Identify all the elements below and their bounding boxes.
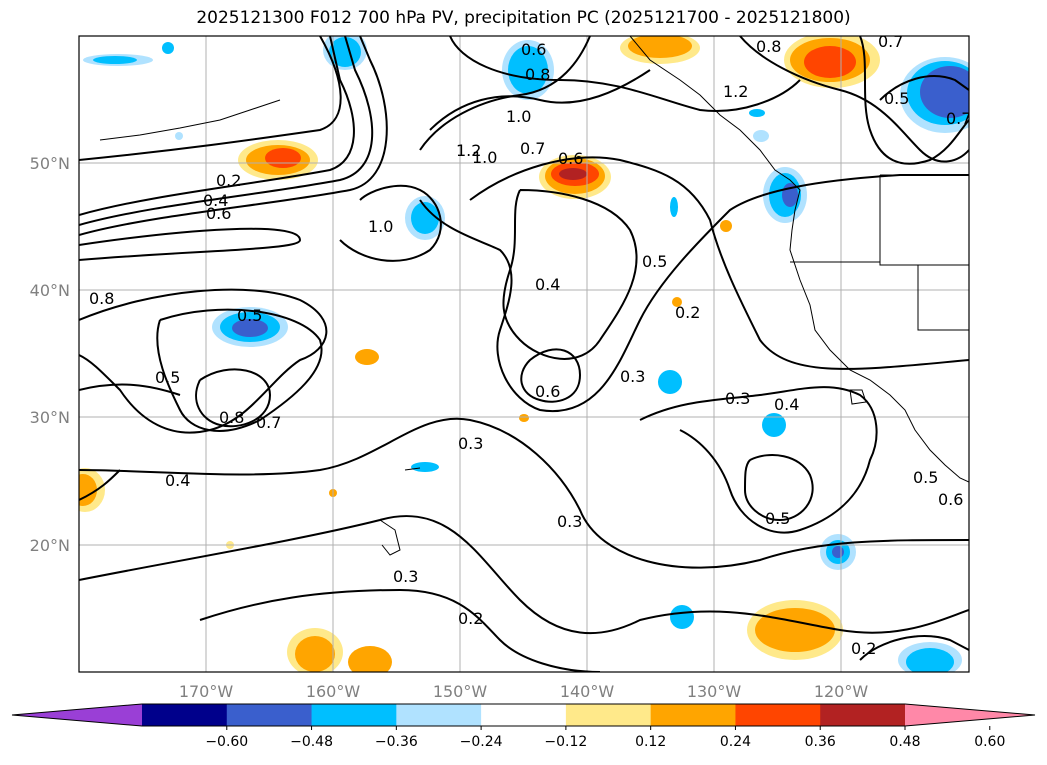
lon-label: 160°W <box>306 682 361 701</box>
contour-label: 0.6 <box>535 382 560 401</box>
contour-label: 0.7 <box>946 109 971 128</box>
colorbar-segment <box>481 704 567 726</box>
colorbar-segment <box>226 704 313 726</box>
lat-label: 50°N <box>30 154 70 173</box>
colorbar-tick-label: −0.12 <box>544 734 587 750</box>
contour-label: 0.6 <box>206 204 231 223</box>
contour-label: 0.2 <box>851 639 876 658</box>
colorbar-segment <box>650 704 736 726</box>
colorbar-tick-label: 0.36 <box>805 734 836 750</box>
contour-label: 0.5 <box>155 368 180 387</box>
contour-label: 0.7 <box>878 32 903 51</box>
contour-label: 0.5 <box>884 89 909 108</box>
contour-label: 0.3 <box>458 434 483 453</box>
contour-label: 0.8 <box>525 65 550 84</box>
plot-frame <box>78 35 970 673</box>
contour-label: 1.0 <box>368 217 393 236</box>
coastlines <box>99 36 969 556</box>
contour-label: 0.5 <box>765 509 790 528</box>
map-title: 2025121300 F012 700 hPa PV, precipitatio… <box>196 8 851 28</box>
colorbar-extend-high <box>905 704 1035 726</box>
lon-label: 120°W <box>814 682 869 701</box>
contour-label: 0.4 <box>774 395 799 414</box>
colorbar-tick-label: −0.36 <box>375 734 418 750</box>
colorbar-segment <box>565 704 652 726</box>
contour-label: 1.0 <box>506 107 531 126</box>
contour-label: 0.8 <box>89 289 114 308</box>
colorbar-segment <box>735 704 821 726</box>
colorbar-segment <box>396 704 482 726</box>
contour-label: 0.3 <box>620 367 645 386</box>
contour-label: 0.6 <box>521 40 546 59</box>
contour-label: 0.2 <box>675 303 700 322</box>
contour-label: 0.7 <box>520 139 545 158</box>
pv-contours <box>79 36 969 672</box>
lat-axis: 50°N 40°N 30°N 20°N <box>30 154 70 555</box>
contour-label: 0.4 <box>165 471 190 490</box>
lon-label: 150°W <box>433 682 488 701</box>
contour-label: 0.3 <box>393 567 418 586</box>
contour-label: 1.2 <box>723 82 748 101</box>
precip-shading <box>79 36 969 672</box>
contour-label: 0.3 <box>725 389 750 408</box>
colorbar-tick-label: −0.48 <box>290 734 333 750</box>
colorbar-tick-label: −0.24 <box>460 734 503 750</box>
contour-label: 0.2 <box>458 609 483 628</box>
contour-label: 0.8 <box>219 408 244 427</box>
lon-axis: 170°W 160°W 150°W 140°W 130°W 120°W <box>179 682 869 701</box>
colorbar-segment <box>142 704 228 726</box>
colorbar-tick-label: 0.48 <box>889 734 920 750</box>
contour-label: 0.5 <box>642 252 667 271</box>
gridlines <box>79 36 969 672</box>
contour-label: 1.2 <box>456 141 481 160</box>
contour-label: 0.2 <box>216 171 241 190</box>
contour-label: 0.4 <box>203 191 228 210</box>
contour-labels: 0.2 0.4 0.6 1.0 1.2 1.0 0.7 0.6 0.6 0.8 … <box>89 32 971 658</box>
contour-label: 0.6 <box>938 490 963 509</box>
contour-label: 0.6 <box>558 149 583 168</box>
colorbar-tick-label: 0.24 <box>720 734 751 750</box>
colorbar-extend-low <box>12 704 142 726</box>
colorbar-segment <box>311 704 397 726</box>
contour-label: 0.4 <box>535 275 560 294</box>
lon-label: 170°W <box>179 682 234 701</box>
colorbar-tick-label: −0.60 <box>205 734 248 750</box>
colorbar-segment <box>820 704 906 726</box>
lat-label: 30°N <box>30 408 70 427</box>
contour-label: 0.8 <box>756 37 781 56</box>
colorbar: −0.60 −0.48 −0.36 −0.24 −0.12 0.12 0.24 0.36 0.4… <box>11 703 1036 750</box>
colorbar-tick-label: 0.60 <box>974 734 1005 750</box>
contour-label: 0.5 <box>237 306 262 325</box>
lat-label: 40°N <box>30 281 70 300</box>
lat-label: 20°N <box>30 536 70 555</box>
contour-label: 0.7 <box>256 413 281 432</box>
lon-label: 130°W <box>687 682 742 701</box>
lon-label: 140°W <box>560 682 615 701</box>
colorbar-outline <box>11 703 1036 727</box>
contour-label: 1.0 <box>472 148 497 167</box>
contour-label: 0.3 <box>557 512 582 531</box>
plot-area <box>79 36 969 672</box>
contour-label: 0.5 <box>913 468 938 487</box>
colorbar-tick-label: 0.12 <box>635 734 666 750</box>
